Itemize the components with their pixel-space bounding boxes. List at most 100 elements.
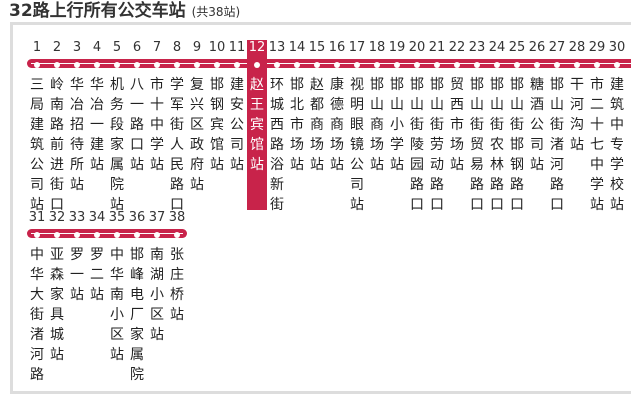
station-item[interactable]: 38 张庄桥站 [167, 210, 187, 325]
station-name[interactable]: 邯山街农林路口 [490, 77, 504, 213]
station-name[interactable]: 三局建筑公司站 [30, 77, 44, 213]
station-dot-icon [314, 62, 320, 68]
station-item[interactable]: 10 邯钢宾馆站 [207, 40, 227, 175]
station-name[interactable]: 邯峰电厂家属院 [130, 247, 144, 383]
station-dot-icon [494, 62, 500, 68]
station-item[interactable]: 4 华冶一建站 [87, 40, 107, 175]
station-item[interactable]: 25 邯山街邯钢路口 [507, 40, 527, 215]
station-name[interactable]: 中华大街渚河路 [30, 247, 44, 383]
station-dot-icon [474, 62, 480, 68]
station-item[interactable]: 23 邯山街贸易路口 [467, 40, 487, 215]
station-dot-icon [354, 62, 360, 68]
station-name[interactable]: 邯山街劳动路口 [430, 77, 444, 213]
station-item[interactable]: 30 建筑中专学校站 [607, 40, 627, 215]
station-number: 23 [468, 40, 486, 55]
station-item[interactable]: 22 贸西市场站 [447, 40, 467, 175]
station-item[interactable]: 31 中华大街渚河路 [27, 210, 47, 385]
station-name[interactable]: 赵都商场站 [310, 77, 324, 173]
station-name[interactable]: 罗二站 [90, 247, 104, 303]
route-title: 32路上行所有公交车站 [9, 1, 186, 21]
station-number: 19 [388, 40, 406, 55]
station-name[interactable]: 华冶招待所站 [70, 77, 84, 193]
station-item[interactable]: 27 邯山街渚河路口 [547, 40, 567, 215]
station-item[interactable]: 5 机务段家属院站 [107, 40, 127, 215]
station-name[interactable]: 南湖小区站 [150, 247, 164, 343]
station-name[interactable]: 视明眼镜公司站 [350, 77, 364, 213]
station-item[interactable]: 36 邯峰电厂家属院 [127, 210, 147, 385]
station-number: 9 [192, 40, 202, 55]
station-dot-icon [274, 62, 280, 68]
station-name[interactable]: 康德商场站 [330, 77, 344, 173]
station-item[interactable]: 28 干河沟站 [567, 40, 587, 155]
station-item[interactable]: 16 康德商场站 [327, 40, 347, 175]
station-name[interactable]: 亚森家具城站 [50, 247, 64, 363]
station-number: 5 [112, 40, 122, 55]
station-item[interactable]: 6 八一路口站 [127, 40, 147, 175]
station-item[interactable]: 3 华冶招待所站 [67, 40, 87, 195]
station-name[interactable]: 邯山商场站 [370, 77, 384, 173]
station-item[interactable]: 34 罗二站 [87, 210, 107, 305]
station-item[interactable]: 14 邯北市场站 [287, 40, 307, 175]
station-item[interactable]: 1 三局建筑公司站 [27, 40, 47, 215]
station-dot-icon [514, 62, 520, 68]
station-number: 30 [608, 40, 626, 55]
station-name[interactable]: 建安公司站 [230, 77, 244, 173]
station-number: 31 [28, 210, 46, 225]
station-name[interactable]: 张庄桥站 [170, 247, 184, 323]
station-name[interactable]: 邯钢宾馆站 [210, 77, 224, 173]
station-item[interactable]: 24 邯山街农林路口 [487, 40, 507, 215]
station-name[interactable]: 邯北市场站 [290, 77, 304, 173]
station-name[interactable]: 罗一站 [70, 247, 84, 303]
station-item[interactable]: 17 视明眼镜公司站 [347, 40, 367, 215]
station-name[interactable]: 八一路口站 [130, 77, 144, 173]
station-name[interactable]: 赵王宾馆站 [250, 77, 264, 173]
station-name[interactable]: 华冶一建站 [90, 77, 104, 173]
station-name[interactable]: 机务段家属院站 [110, 77, 124, 213]
station-number: 4 [92, 40, 102, 55]
station-item[interactable]: 7 市十中学站 [147, 40, 167, 175]
station-number: 36 [128, 210, 146, 225]
station-name[interactable]: 岭南路前进街口 [50, 77, 64, 213]
station-name[interactable]: 复兴区政府站 [190, 77, 204, 193]
station-name[interactable]: 邯山小学站 [390, 77, 404, 173]
station-name[interactable]: 贸西市场站 [450, 77, 464, 173]
station-item[interactable]: 11 建安公司站 [227, 40, 247, 175]
station-number: 17 [348, 40, 366, 55]
station-name[interactable]: 中华南小区站 [110, 247, 124, 363]
station-number: 10 [208, 40, 226, 55]
station-dot-icon [34, 232, 40, 238]
station-dot-icon [594, 62, 600, 68]
station-name[interactable]: 邯山街邯钢路口 [510, 77, 524, 213]
station-dot-icon [54, 62, 60, 68]
station-item[interactable]: 9 复兴区政府站 [187, 40, 207, 195]
station-item[interactable]: 20 邯山街陵园路口 [407, 40, 427, 215]
station-name[interactable]: 邯山街贸易路口 [470, 77, 484, 213]
station-name[interactable]: 建筑中专学校站 [610, 77, 624, 213]
station-name[interactable]: 市二十七中学站 [590, 77, 604, 213]
station-dot-icon [34, 62, 40, 68]
station-name[interactable]: 干河沟站 [570, 77, 584, 153]
station-name[interactable]: 邯山街陵园路口 [410, 77, 424, 213]
station-item[interactable]: 37 南湖小区站 [147, 210, 167, 345]
station-item[interactable]: 12 赵王宾馆站 [247, 40, 267, 210]
station-item[interactable]: 26 糖酒公司站 [527, 40, 547, 175]
station-item[interactable]: 19 邯山小学站 [387, 40, 407, 175]
station-dot-icon [74, 62, 80, 68]
station-item[interactable]: 29 市二十七中学站 [587, 40, 607, 215]
station-item[interactable]: 18 邯山商场站 [367, 40, 387, 175]
station-list-panel [10, 22, 631, 394]
station-name[interactable]: 市十中学站 [150, 77, 164, 173]
station-item[interactable]: 33 罗一站 [67, 210, 87, 305]
station-item[interactable]: 21 邯山街劳动路口 [427, 40, 447, 215]
station-item[interactable]: 35 中华南小区站 [107, 210, 127, 365]
station-name[interactable]: 邯山街渚河路口 [550, 77, 564, 213]
station-item[interactable]: 32 亚森家具城站 [47, 210, 67, 365]
station-name[interactable]: 糖酒公司站 [530, 77, 544, 173]
station-name[interactable]: 学军街人民路口 [170, 77, 184, 213]
station-item[interactable]: 8 学军街人民路口 [167, 40, 187, 215]
station-number: 24 [488, 40, 506, 55]
station-item[interactable]: 13 环城西路浴新街 [267, 40, 287, 215]
station-name[interactable]: 环城西路浴新街 [270, 77, 284, 213]
station-item[interactable]: 15 赵都商场站 [307, 40, 327, 175]
station-item[interactable]: 2 岭南路前进街口 [47, 40, 67, 215]
